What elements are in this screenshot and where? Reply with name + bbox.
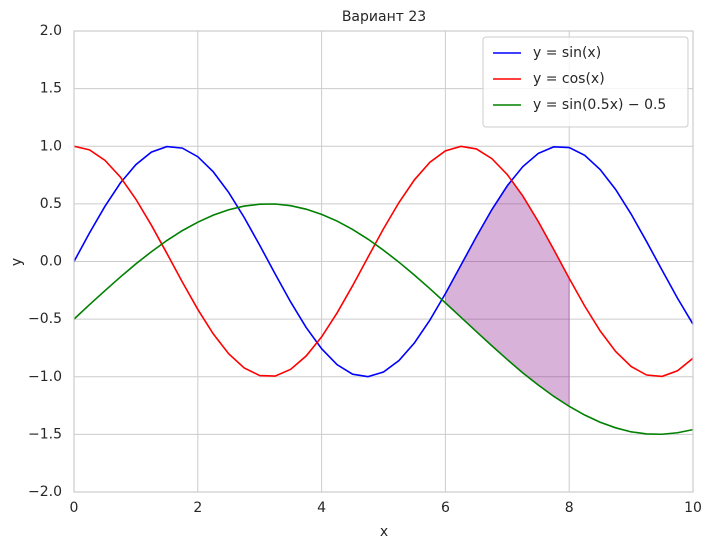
fill-area	[444, 179, 570, 408]
y-axis-label: y	[9, 258, 25, 266]
legend-box	[482, 36, 689, 128]
legend-label: y = cos(x)	[533, 71, 605, 87]
x-tick-label: 4	[317, 500, 326, 516]
y-tick-label: 2.0	[40, 23, 62, 39]
chart-title: Вариант 23	[342, 9, 426, 25]
x-tick-label: 2	[193, 500, 202, 516]
plot-frame	[73, 30, 694, 493]
y-tick-label: 0.0	[40, 254, 62, 270]
x-tick-label: 6	[441, 500, 450, 516]
line	[73, 203, 694, 436]
y-tick-label: 1.0	[40, 138, 62, 154]
x-tick-label: 10	[684, 500, 702, 516]
legend-label: y = sin(0.5x) − 0.5	[533, 97, 666, 113]
x-tick-label: 8	[565, 500, 574, 516]
y-tick-label: −1.0	[28, 369, 62, 385]
y-tick-label: 0.5	[40, 196, 62, 212]
x-tick-label: 0	[70, 500, 79, 516]
line	[73, 145, 694, 378]
line	[73, 145, 694, 378]
y-tick-label: −0.5	[28, 311, 62, 327]
y-tick-label: −2.0	[28, 484, 62, 500]
legend-label: y = sin(x)	[533, 45, 601, 61]
x-axis-label: x	[380, 524, 388, 540]
y-tick-label: −1.5	[28, 426, 62, 442]
y-tick-label: 1.5	[40, 81, 62, 97]
